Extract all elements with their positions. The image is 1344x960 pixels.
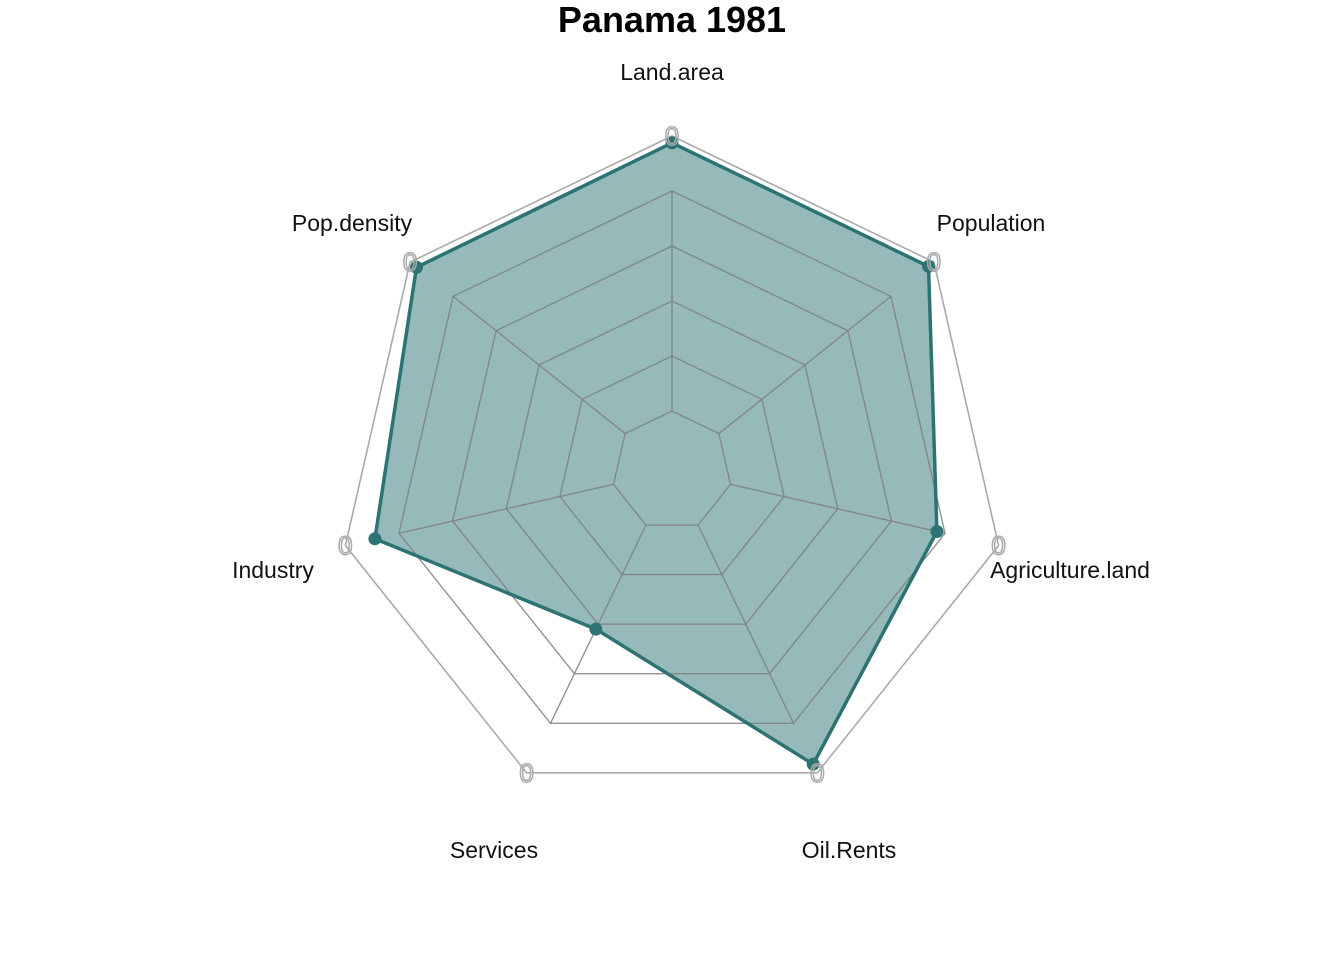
chart-title: Panama 1981 <box>558 0 786 40</box>
axis-tick-label: 0 <box>403 247 417 277</box>
axis-tick-label: 0 <box>519 758 533 788</box>
data-point <box>806 757 820 771</box>
axis-tick-label: 0 <box>665 121 679 151</box>
data-point <box>930 524 944 538</box>
grid-ring <box>612 410 732 526</box>
grid-spoke <box>718 295 892 435</box>
grid-spoke <box>398 483 614 534</box>
grid-outer-ring <box>344 135 1000 774</box>
data-point <box>589 622 603 636</box>
series-area <box>374 142 937 765</box>
axis-label: Population <box>937 210 1046 236</box>
data-point <box>368 532 382 546</box>
grid-spoke <box>730 483 946 534</box>
grid-spoke <box>697 524 795 724</box>
axis-label: Agriculture.land <box>990 557 1150 583</box>
axis-tick-label: 0 <box>810 758 824 788</box>
axis-label: Oil.Rents <box>802 837 897 863</box>
grid-spoke <box>452 295 626 435</box>
axis-label: Land.area <box>620 59 724 85</box>
axis-label: Services <box>450 837 538 863</box>
grid-ring <box>451 245 893 675</box>
grid-ring <box>398 190 946 724</box>
grid-ring <box>505 300 839 625</box>
axis-tick-label: 0 <box>927 247 941 277</box>
axis-tick-label: 0 <box>338 531 352 561</box>
grid-ring <box>559 355 785 576</box>
axis-tick-label: 0 <box>991 531 1005 561</box>
axis-label: Pop.density <box>292 210 413 236</box>
axis-label: Industry <box>232 557 314 583</box>
series-line <box>373 141 939 766</box>
data-point <box>922 259 936 273</box>
data-point <box>410 260 424 274</box>
data-point <box>665 136 679 150</box>
